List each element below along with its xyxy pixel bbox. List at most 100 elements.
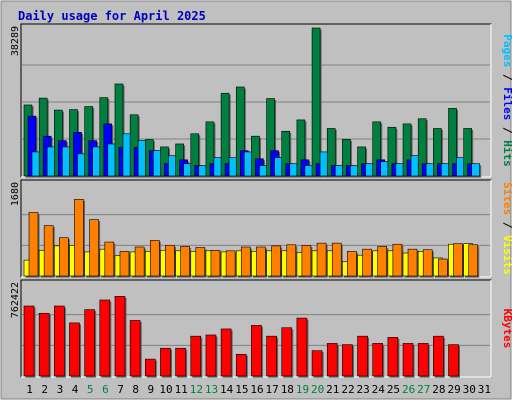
side-legend-kbytes: KBytes: [501, 309, 512, 349]
bar-visitors-sites-day-17: [271, 245, 283, 278]
bar-visitors-sites-day-28: [438, 258, 449, 278]
day-label-19: 19: [296, 383, 309, 396]
day-label-11: 11: [175, 383, 188, 396]
bar-kbytes-kbytes-day-3: [54, 305, 66, 378]
bar-visitors-sites-day-14: [225, 250, 237, 278]
day-label-1: 1: [26, 383, 33, 396]
bar-kbytes-kbytes-day-20: [311, 350, 324, 378]
bar-visitors-sites-day-16: [256, 246, 267, 278]
day-label-26: 26: [402, 383, 415, 396]
day-label-17: 17: [266, 383, 279, 396]
bar-visitors-sites-day-29: [453, 243, 465, 278]
day-label-8: 8: [132, 383, 139, 396]
chart-title: Daily usage for April 2025: [18, 9, 206, 23]
bar-kbytes-kbytes-day-21: [326, 343, 339, 378]
bar-visitors-sites-day-8: [134, 246, 146, 278]
bar-visitors-sites-day-7: [119, 251, 131, 278]
day-label-15: 15: [235, 383, 248, 396]
bar-kbytes-kbytes-day-4: [69, 322, 81, 378]
legend-kbytes: KBytes: [501, 309, 512, 349]
bar-visitors-sites-day-6: [104, 241, 116, 278]
bar-kbytes-kbytes-day-19: [296, 317, 309, 378]
bar-kbytes-kbytes-day-22: [342, 344, 354, 378]
day-label-28: 28: [432, 383, 445, 396]
day-label-29: 29: [447, 383, 460, 396]
bar-visitors-sites-day-5: [89, 219, 101, 278]
x-axis-day-labels: 1 2 3 4 5 6 7 8 9 10 11 12 13 14 15 16 17 18 19 20 21 22 23 24 2…: [26, 383, 491, 396]
legend-pages: Pages: [501, 34, 512, 67]
bar-kbytes-kbytes-day-5: [84, 309, 97, 378]
bar-kbytes-kbytes-day-12: [190, 335, 203, 378]
day-label-18: 18: [281, 383, 294, 396]
day-label-3: 3: [57, 383, 64, 396]
bar-kbytes-kbytes-day-9: [144, 358, 157, 378]
bar-visitors-sites-day-20: [316, 242, 328, 278]
bar-kbytes-kbytes-day-28: [433, 335, 445, 378]
legend-visits: Visits: [501, 235, 512, 275]
bar-visitors-sites-day-9: [149, 240, 161, 278]
bar-visitors-sites-day-12: [195, 247, 207, 278]
day-label-25: 25: [387, 383, 400, 396]
y-max-label-requests: 38289: [10, 26, 21, 56]
bar-visitors-sites-day-3: [59, 237, 70, 278]
bar-kbytes-kbytes-day-17: [266, 335, 279, 378]
bar-kbytes-kbytes-day-8: [129, 320, 142, 378]
day-label-31: 31: [478, 383, 491, 396]
bar-visitors-sites-day-15: [240, 246, 252, 278]
bar-visitors-sites-day-1: [28, 212, 40, 278]
side-legend-requests: Pages / Files / Hits: [501, 34, 512, 167]
bar-kbytes-kbytes-day-2: [38, 312, 51, 378]
bar-visitors-sites-day-27: [422, 249, 434, 278]
day-label-13: 13: [205, 383, 218, 396]
day-label-20: 20: [311, 383, 324, 396]
day-label-30: 30: [463, 383, 476, 396]
bar-kbytes-kbytes-day-27: [417, 343, 430, 378]
bar-visitors-sites-day-10: [165, 245, 176, 278]
bar-visitors-sites-day-23: [362, 248, 374, 278]
panel-visitors: 1680 Sites / Visits: [10, 179, 512, 278]
day-label-16: 16: [250, 383, 263, 396]
bar-kbytes-kbytes-day-15: [235, 353, 248, 378]
side-legend-visitors: Sites / Visits: [501, 182, 512, 275]
legend-files: Files: [501, 87, 512, 120]
bar-visitors-sites-day-25: [392, 243, 404, 278]
day-label-14: 14: [220, 383, 234, 396]
panel-kbytes: 762422 KBytes: [10, 279, 512, 378]
bar-kbytes-kbytes-day-14: [220, 328, 233, 378]
day-label-5: 5: [87, 383, 94, 396]
day-label-7: 7: [117, 383, 124, 396]
day-label-6: 6: [102, 383, 109, 396]
bar-kbytes-kbytes-day-23: [357, 335, 370, 378]
legend-sites: Sites: [501, 182, 512, 215]
bar-visitors-sites-day-21: [331, 242, 343, 278]
bar-visitors-sites-day-24: [377, 246, 389, 278]
bar-visitors-sites-day-18: [286, 244, 298, 278]
bar-visitors-sites-day-11: [180, 246, 192, 278]
bar-visitors-sites-day-19: [301, 245, 313, 278]
bar-visitors-sites-day-26: [407, 248, 419, 278]
day-label-27: 27: [417, 383, 430, 396]
bar-kbytes-kbytes-day-13: [205, 334, 218, 378]
bar-kbytes-kbytes-day-7: [114, 296, 127, 378]
bar-visitors-sites-day-2: [43, 225, 55, 278]
day-label-2: 2: [41, 383, 48, 396]
bar-kbytes-kbytes-day-16: [251, 325, 263, 378]
bar-requests-pages-day-30: [471, 163, 482, 178]
day-label-4: 4: [72, 383, 79, 396]
bar-visitors-sites-day-13: [210, 249, 222, 278]
bar-visitors-sites-day-30: [468, 244, 480, 278]
day-label-12: 12: [190, 383, 203, 396]
day-label-10: 10: [159, 383, 172, 396]
bar-kbytes-kbytes-day-10: [160, 347, 172, 378]
bar-kbytes-kbytes-day-11: [175, 347, 188, 378]
day-label-22: 22: [341, 383, 354, 396]
bar-kbytes-kbytes-day-26: [402, 343, 415, 378]
y-max-label-kbytes: 762422: [10, 282, 21, 318]
bar-visitors-sites-day-4: [74, 199, 85, 278]
y-max-label-visitors: 1680: [10, 182, 21, 206]
bar-visitors-sites-day-22: [347, 251, 358, 278]
panels: 38289 Pages / Files / Hits 1680 Sites / Vis…: [10, 23, 512, 378]
day-label-9: 9: [148, 383, 155, 396]
